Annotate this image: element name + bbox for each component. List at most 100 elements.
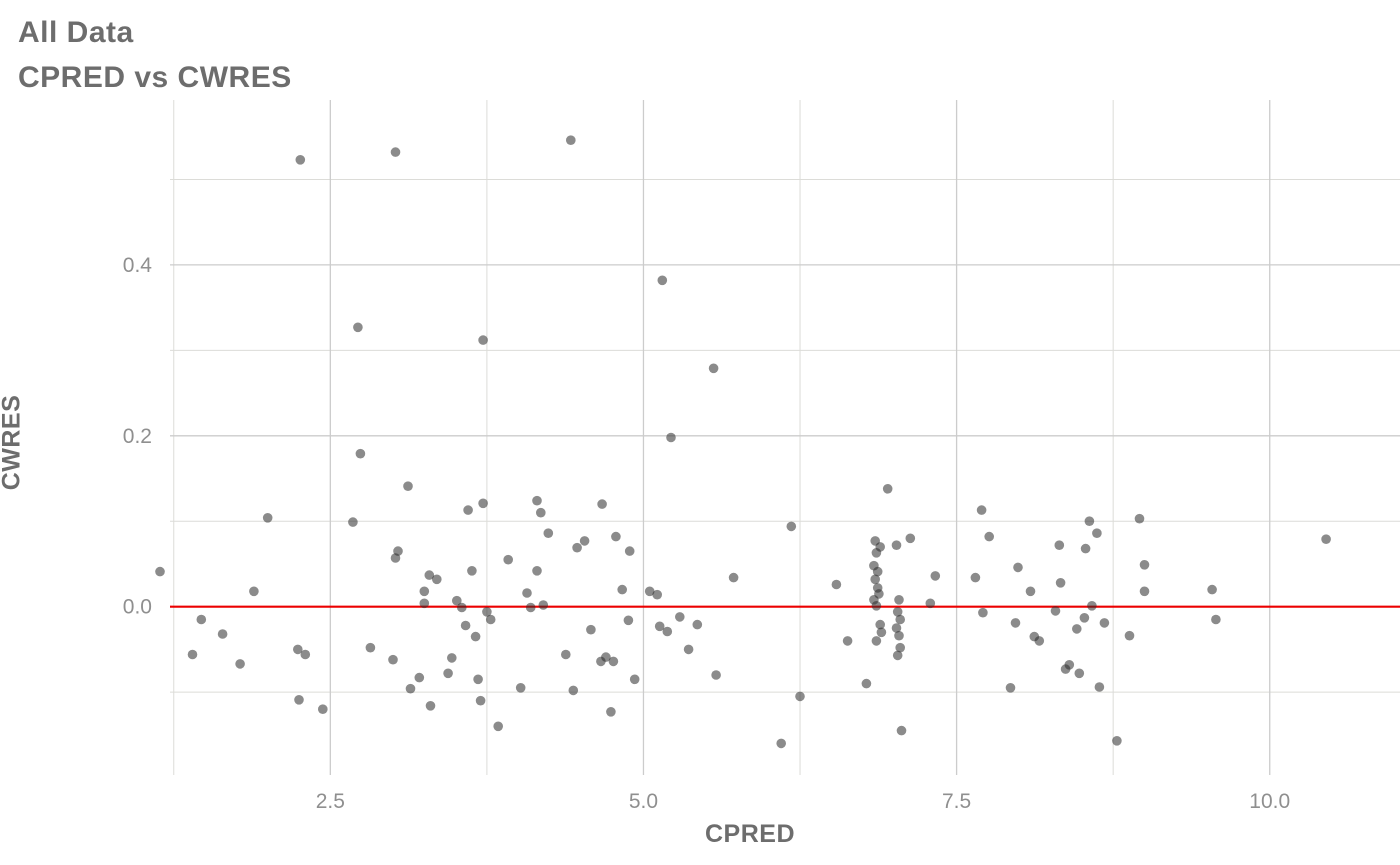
- data-point: [876, 627, 887, 638]
- data-point: [896, 725, 907, 736]
- data-point: [295, 155, 306, 165]
- data-point: [892, 607, 903, 617]
- data-point: [478, 335, 488, 345]
- data-point: [452, 595, 462, 606]
- data-point: [572, 542, 582, 553]
- data-point: [1080, 543, 1091, 554]
- data-point: [1025, 586, 1036, 597]
- data-point: [390, 553, 401, 563]
- data-point: [425, 701, 436, 711]
- data-point: [601, 652, 611, 662]
- data-point: [894, 630, 904, 641]
- data-point: [1010, 618, 1021, 628]
- data-point: [1134, 513, 1145, 524]
- data-point: [978, 607, 988, 618]
- data-point: [155, 566, 165, 577]
- data-point: [424, 570, 435, 580]
- data-point: [597, 499, 607, 509]
- data-point: [1139, 586, 1150, 597]
- data-point: [623, 615, 634, 626]
- data-point: [561, 649, 571, 660]
- data-point: [711, 670, 721, 680]
- data-point: [1005, 683, 1016, 693]
- data-point: [414, 672, 425, 683]
- chart-title: All Data: [18, 16, 134, 49]
- x-axis-title: CPRED: [704, 820, 795, 848]
- data-point: [895, 642, 905, 653]
- y-tick-label: 0.2: [123, 425, 152, 448]
- data-point: [1084, 516, 1095, 526]
- data-point: [1034, 636, 1045, 646]
- data-point: [1094, 682, 1105, 692]
- data-point: [892, 650, 903, 661]
- data-point: [644, 586, 655, 597]
- data-point: [463, 505, 473, 515]
- y-axis-title: CWRES: [0, 394, 26, 491]
- data-point: [666, 432, 676, 443]
- data-point: [831, 579, 842, 590]
- data-point: [617, 584, 627, 595]
- data-point: [457, 602, 467, 613]
- data-point: [579, 536, 590, 546]
- data-point: [586, 624, 596, 635]
- data-point: [473, 674, 483, 685]
- data-point: [300, 649, 311, 660]
- data-point: [187, 649, 198, 660]
- data-point: [970, 572, 981, 583]
- data-point: [1013, 562, 1023, 573]
- data-point: [470, 631, 481, 642]
- data-point: [624, 546, 635, 556]
- data-point: [786, 521, 797, 532]
- data-point: [568, 685, 579, 696]
- data-point: [475, 695, 486, 706]
- data-point: [708, 363, 719, 374]
- data-point: [608, 656, 619, 667]
- data-point: [662, 626, 673, 637]
- data-point: [543, 528, 554, 538]
- data-point: [1092, 528, 1102, 538]
- data-point: [872, 566, 883, 577]
- data-point: [503, 554, 513, 565]
- data-point: [905, 533, 916, 544]
- data-point: [871, 601, 882, 611]
- data-point: [525, 602, 536, 613]
- data-point: [728, 572, 739, 583]
- data-point: [196, 614, 207, 625]
- data-point: [776, 738, 786, 749]
- data-point: [675, 612, 685, 622]
- data-point: [217, 629, 228, 639]
- data-point: [629, 674, 640, 685]
- data-point: [657, 275, 668, 286]
- data-point: [532, 566, 542, 576]
- data-point: [1099, 618, 1110, 628]
- data-point: [515, 683, 526, 693]
- data-point: [882, 484, 893, 494]
- data-point: [365, 642, 376, 653]
- data-point: [692, 619, 703, 630]
- data-point: [1050, 606, 1061, 616]
- data-point: [654, 621, 665, 632]
- data-point: [294, 695, 304, 705]
- data-point: [536, 507, 546, 518]
- data-point: [432, 574, 442, 585]
- data-point: [419, 586, 430, 597]
- data-point: [976, 505, 987, 515]
- data-point: [795, 691, 805, 702]
- y-tick-label: 0.4: [123, 254, 153, 277]
- data-point: [1124, 630, 1135, 641]
- data-point: [493, 721, 504, 732]
- data-point: [842, 636, 853, 646]
- data-point: [984, 531, 994, 542]
- data-point: [1321, 534, 1331, 544]
- data-point: [1055, 578, 1066, 588]
- x-tick-label: 10.0: [1249, 790, 1290, 813]
- data-point: [467, 566, 477, 576]
- data-point: [460, 620, 471, 631]
- data-point: [683, 644, 694, 655]
- data-point: [566, 135, 576, 145]
- data-point: [611, 531, 621, 542]
- data-point: [482, 607, 492, 617]
- x-tick-label: 7.5: [942, 790, 971, 813]
- data-point: [1139, 560, 1150, 570]
